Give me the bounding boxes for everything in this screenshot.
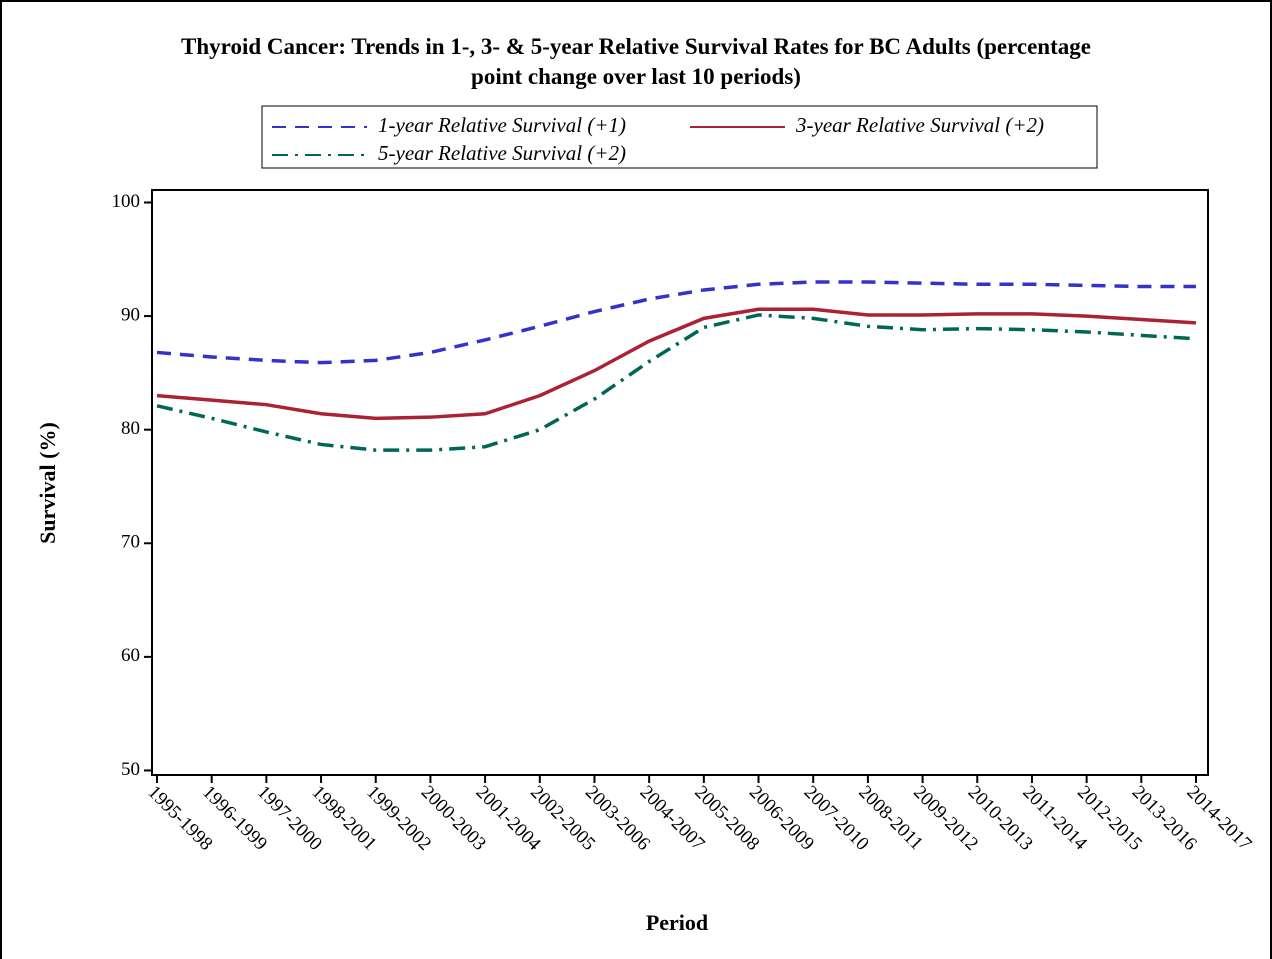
chart-title: point change over last 10 periods) [471, 64, 801, 89]
line-series [156, 280, 1196, 365]
legend-label: 5-year Relative Survival (+2) [378, 141, 626, 165]
y-tick-label: 70 [121, 532, 140, 553]
line-series [156, 307, 1197, 421]
legend-label: 3-year Relative Survival (+2) [795, 113, 1044, 137]
line-series [156, 313, 1197, 452]
y-tick-label: 100 [112, 191, 141, 212]
y-tick-label: 80 [121, 418, 140, 439]
y-axis-label: Survival (%) [35, 422, 60, 544]
x-axis-label: Period [646, 910, 708, 935]
y-tick-label: 60 [121, 645, 140, 666]
chart-title: Thyroid Cancer: Trends in 1-, 3- & 5-yea… [181, 34, 1091, 59]
legend-label: 1-year Relative Survival (+1) [378, 113, 626, 137]
plot-area [151, 189, 1209, 776]
y-tick-label: 90 [121, 304, 140, 325]
legend-box [261, 105, 1098, 169]
y-tick-label: 50 [121, 759, 140, 780]
